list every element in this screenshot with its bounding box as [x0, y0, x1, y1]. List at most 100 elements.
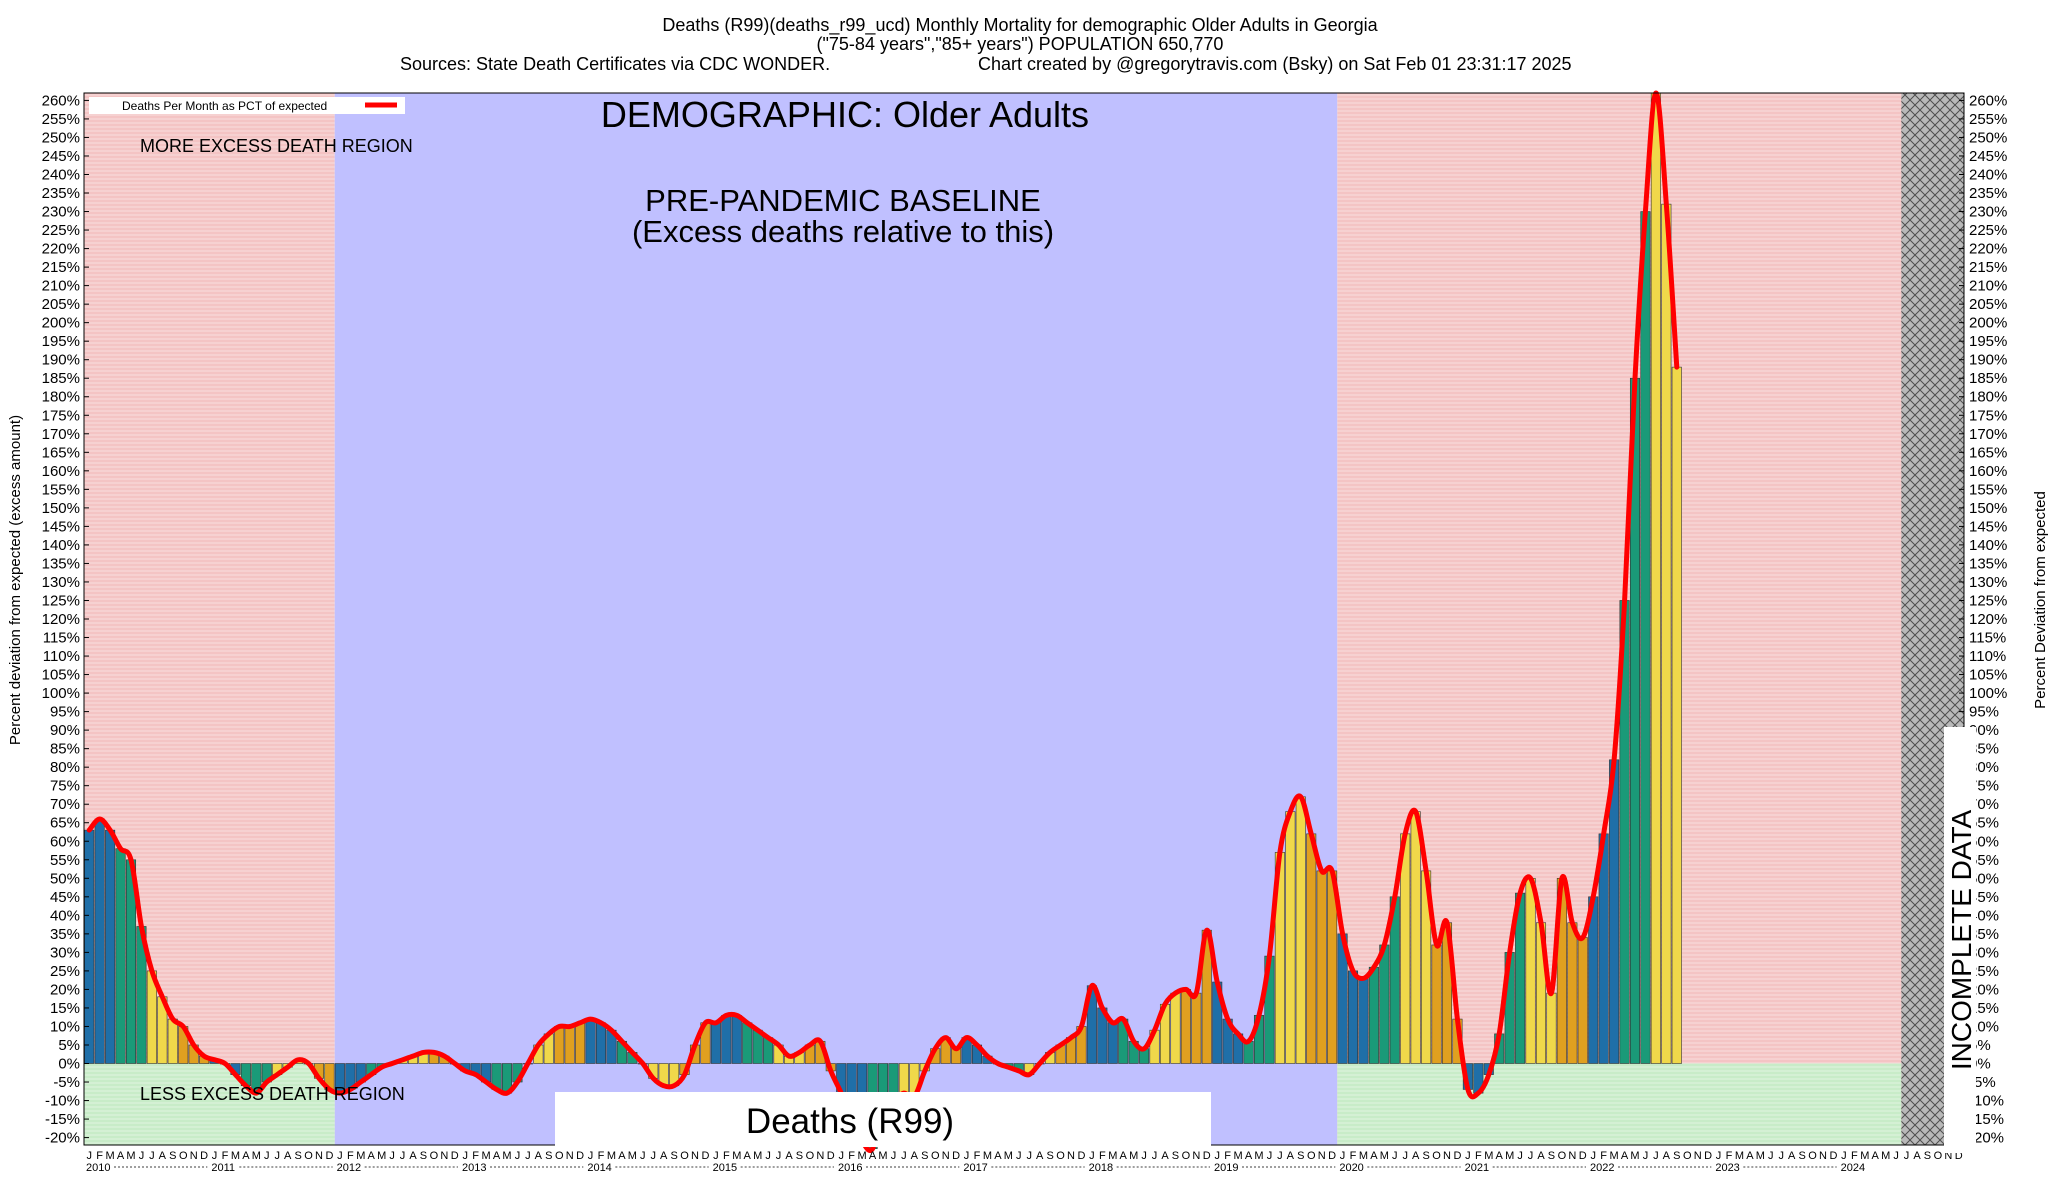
month-label-70: N [816, 1150, 824, 1162]
month-label-45: O [555, 1150, 564, 1162]
y-axis-title-left: Percent deviation from expected (excess … [7, 415, 24, 745]
baseline-sublabel: (Excess deaths relative to this) [632, 214, 1054, 249]
ytick-label-right-190: 190% [1969, 352, 2007, 369]
ytick-label-right-50: 50% [1969, 870, 1999, 887]
ytick-label-right-165: 165% [1969, 444, 2007, 461]
month-label-34: N [440, 1150, 448, 1162]
ytick-label-left-185: 185% [42, 370, 80, 387]
ytick-label-left-15: 15% [50, 1000, 80, 1017]
cause-box-label: Deaths (R99) [746, 1102, 954, 1141]
ytick-label-right-65: 65% [1969, 815, 1999, 832]
month-label-109: F [1224, 1150, 1231, 1162]
ytick-label-left-130: 130% [42, 574, 80, 591]
month-label-8: S [169, 1150, 176, 1162]
month-label-60: J [713, 1150, 719, 1162]
ytick-label-left-100: 100% [42, 685, 80, 702]
month-label-137: J [1517, 1150, 1523, 1162]
month-label-170: M [1860, 1150, 1869, 1162]
month-label-142: N [1568, 1150, 1576, 1162]
ytick-label-left-165: 165% [42, 444, 80, 461]
month-label-57: O [680, 1150, 689, 1162]
year-label-2014: 2014 [587, 1162, 611, 1174]
ytick-label-left-115: 115% [43, 630, 80, 647]
month-label-152: S [1673, 1150, 1680, 1162]
ytick-label-right-240: 240% [1969, 166, 2007, 183]
bar-2022-7 [1650, 92, 1661, 1064]
ytick-label-left-85: 85% [50, 741, 80, 758]
ytick-label-left-170: 170% [42, 426, 80, 443]
ytick-label-right-80: 80% [1969, 759, 1999, 776]
bar-2015-2 [721, 1015, 732, 1064]
month-label-167: D [1829, 1150, 1837, 1162]
month-label-176: S [1924, 1150, 1931, 1162]
ytick-label-right-230: 230% [1969, 204, 2007, 221]
month-label-71: D [827, 1150, 835, 1162]
year-label-2018: 2018 [1089, 1162, 1113, 1174]
ytick-label-left-195: 195% [42, 333, 80, 350]
month-label-136: M [1505, 1150, 1514, 1162]
bar-2018-9 [1170, 992, 1181, 1064]
month-label-131: D [1453, 1150, 1461, 1162]
year-label-2020: 2020 [1339, 1162, 1363, 1174]
ytick-label-left-260: 260% [42, 92, 80, 109]
cause-box-background [555, 1092, 1211, 1147]
bar-2013-11 [564, 1026, 575, 1064]
bar-2010-4 [115, 848, 126, 1064]
month-label-160: M [1756, 1150, 1765, 1162]
incomplete-data-label: INCOMPLETE DATA [1944, 727, 1977, 1153]
month-label-178: N [1944, 1150, 1952, 1162]
year-label-2011: 2011 [211, 1162, 235, 1174]
ytick-label-right-10: 10% [1969, 1018, 1999, 1035]
month-label-88: M [1004, 1150, 1013, 1162]
month-label-130: N [1443, 1150, 1451, 1162]
ytick-label-left-255: 255% [42, 111, 80, 128]
bar-2020-3 [1358, 978, 1369, 1064]
region-2 [1337, 93, 1964, 1145]
month-label-3: A [117, 1150, 125, 1162]
region-1 [334, 93, 1338, 1145]
year-label-2015: 2015 [713, 1162, 737, 1174]
bar-2014-2 [595, 1022, 607, 1064]
ytick-label-right-85: 85% [1969, 741, 1999, 758]
ytick-label-left-60: 60% [50, 833, 80, 850]
month-label-129: O [1432, 1150, 1441, 1162]
ytick-label-left-230: 230% [42, 204, 80, 221]
bar-2010-1 [84, 829, 95, 1064]
ytick-label-right-210: 210% [1969, 278, 2007, 295]
month-label-156: J [1716, 1150, 1722, 1162]
bar-2020-2 [1347, 970, 1359, 1064]
month-label-77: J [891, 1150, 897, 1162]
year-label-2019: 2019 [1214, 1162, 1238, 1174]
ytick-label-right-255: 255% [1969, 111, 2007, 128]
month-label-62: M [732, 1150, 741, 1162]
chart-sources: Sources: State Death Certificates via CD… [400, 54, 830, 74]
month-label-81: O [931, 1150, 940, 1162]
chart-subtitle: ("75-84 years","85+ years") POPULATION 6… [817, 34, 1224, 54]
year-label-2017: 2017 [963, 1162, 987, 1174]
month-label-150: J [1653, 1150, 1659, 1162]
bars [84, 92, 1682, 1150]
year-label-2023: 2023 [1715, 1162, 1739, 1174]
month-label-7: A [159, 1150, 167, 1162]
month-label-26: M [356, 1150, 365, 1162]
ytick-label-right-35: 35% [1969, 926, 1999, 943]
month-label-52: M [628, 1150, 637, 1162]
legend-box [89, 97, 405, 114]
month-label-91: A [1036, 1150, 1044, 1162]
month-label-50: M [607, 1150, 616, 1162]
month-label-177: O [1934, 1150, 1943, 1162]
month-label-86: M [983, 1150, 992, 1162]
month-label-20: S [294, 1150, 301, 1162]
ytick-label-right-220: 220% [1969, 241, 2007, 258]
ytick-label-left-175: 175% [42, 407, 80, 424]
month-label-25: F [347, 1150, 354, 1162]
month-label-114: J [1277, 1150, 1283, 1162]
month-label-143: D [1579, 1150, 1587, 1162]
bar-2013-10 [554, 1026, 565, 1064]
bar-2019-8 [1285, 811, 1296, 1064]
month-label-171: A [1872, 1150, 1880, 1162]
ytick-label-right-15: 15% [1969, 1000, 1999, 1017]
ytick-label-left-35: 35% [50, 926, 80, 943]
bar-2022-6 [1640, 211, 1651, 1064]
